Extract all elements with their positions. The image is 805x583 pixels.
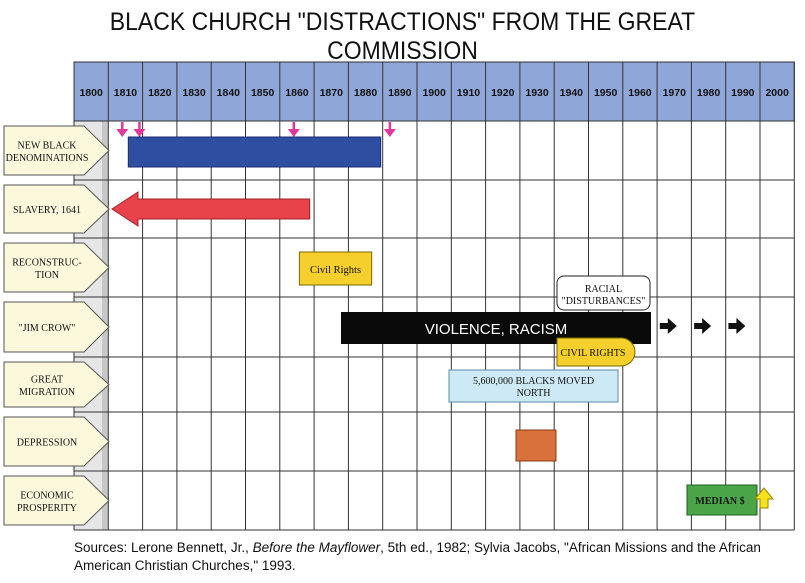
violence-racism-label: VIOLENCE, RACISM	[425, 321, 568, 338]
row-label-arrow-economic-prosperity	[3, 475, 110, 526]
continuation-arrow-icon	[694, 318, 712, 334]
decade-label: 1850	[251, 87, 275, 99]
decade-label: 2000	[765, 87, 789, 99]
migration-label-2: NORTH	[517, 388, 551, 399]
median-up-arrow-icon	[753, 487, 775, 509]
migration-label-1: 5,600,000 BLACKS MOVED	[473, 376, 594, 387]
decade-label: 1970	[663, 87, 687, 99]
row-label-arrow-great-migration	[3, 361, 110, 408]
median-box	[686, 484, 758, 516]
row-label-arrow-slavery	[3, 184, 110, 234]
sources-prefix: Sources: Lerone Bennett, Jr.,	[74, 540, 253, 555]
migration-box	[448, 369, 619, 403]
page-title: BLACK CHURCH "DISTRACTIONS" FROM THE GRE…	[109, 8, 696, 65]
row-label-economic-prosperity-line: PROSPERITY	[17, 503, 77, 514]
racial-disturbances-label-1: RACIAL	[585, 284, 622, 295]
row-label-great-migration-line: GREAT	[31, 374, 63, 385]
decade-label: 1810	[114, 87, 138, 99]
decade-label: 1920	[491, 87, 515, 99]
row-label-reconstruction-line: RECONSTRUC-	[12, 257, 81, 268]
decade-label: 1880	[354, 87, 378, 99]
row-label-arrow-new-black-denominations	[3, 125, 110, 176]
decade-label: 1870	[320, 87, 344, 99]
row-label-arrow-jim-crow	[3, 301, 110, 353]
reconstruction-civil-rights-box	[298, 251, 373, 286]
sources-book-title: Before the Mayflower	[252, 540, 381, 555]
continuation-arrow-icon	[659, 318, 677, 334]
row-label-new-black-denominations-line: DENOMINATIONS	[6, 153, 89, 164]
decade-label: 1980	[697, 87, 721, 99]
row-label-economic-prosperity-line: ECONOMIC	[20, 490, 74, 501]
decade-label: 1910	[457, 87, 481, 99]
row-label-depression-line: DEPRESSION	[17, 438, 78, 449]
decade-label: 1860	[285, 87, 309, 99]
denomination-marker-arrow	[287, 129, 300, 137]
racial-disturbances-box	[556, 275, 651, 311]
decade-label: 1800	[79, 87, 103, 99]
row-label-great-migration-line: MIGRATION	[19, 387, 75, 398]
decade-label: 1950	[594, 87, 618, 99]
decade-label: 1940	[560, 87, 584, 99]
civil-rights-tab-label: CIVIL RIGHTS	[561, 348, 626, 359]
racial-disturbances-label-2: "DISTURBANCES"	[562, 296, 646, 307]
row-label-arrow-reconstruction	[3, 242, 110, 293]
decade-label: 1930	[525, 87, 549, 99]
sources-rest: , 5th ed., 1982; Sylvia Jacobs, "African…	[74, 540, 761, 573]
median-label: MEDIAN $	[695, 496, 744, 507]
slavery-arrow	[111, 191, 311, 227]
decade-label: 1900	[422, 87, 446, 99]
row-label-new-black-denominations-line: NEW BLACK	[18, 140, 78, 151]
reconstruction-civil-rights-label: Civil Rights	[310, 265, 361, 276]
denominations-bar	[127, 136, 382, 168]
continuation-arrow-icon	[728, 318, 746, 334]
denomination-marker-arrow	[133, 129, 146, 137]
decade-label: 1990	[731, 87, 755, 99]
denomination-marker-arrow	[116, 129, 129, 137]
row-label-arrow-depression	[3, 416, 110, 467]
depression-box	[515, 429, 557, 462]
row-label-reconstruction-line: TION	[35, 270, 59, 281]
decade-label: 1960	[628, 87, 652, 99]
sources-note: Sources: Lerone Bennett, Jr., Before the…	[74, 539, 774, 575]
decade-label: 1890	[388, 87, 412, 99]
row-label-jim-crow-line: "JIM CROW"	[19, 323, 76, 334]
denomination-marker-arrow	[383, 129, 396, 137]
decade-label: 1840	[217, 87, 241, 99]
civil-rights-tab	[556, 337, 636, 367]
decade-label: 1830	[182, 87, 206, 99]
row-label-slavery-line: SLAVERY, 1641	[13, 205, 81, 216]
decade-label: 1820	[148, 87, 172, 99]
